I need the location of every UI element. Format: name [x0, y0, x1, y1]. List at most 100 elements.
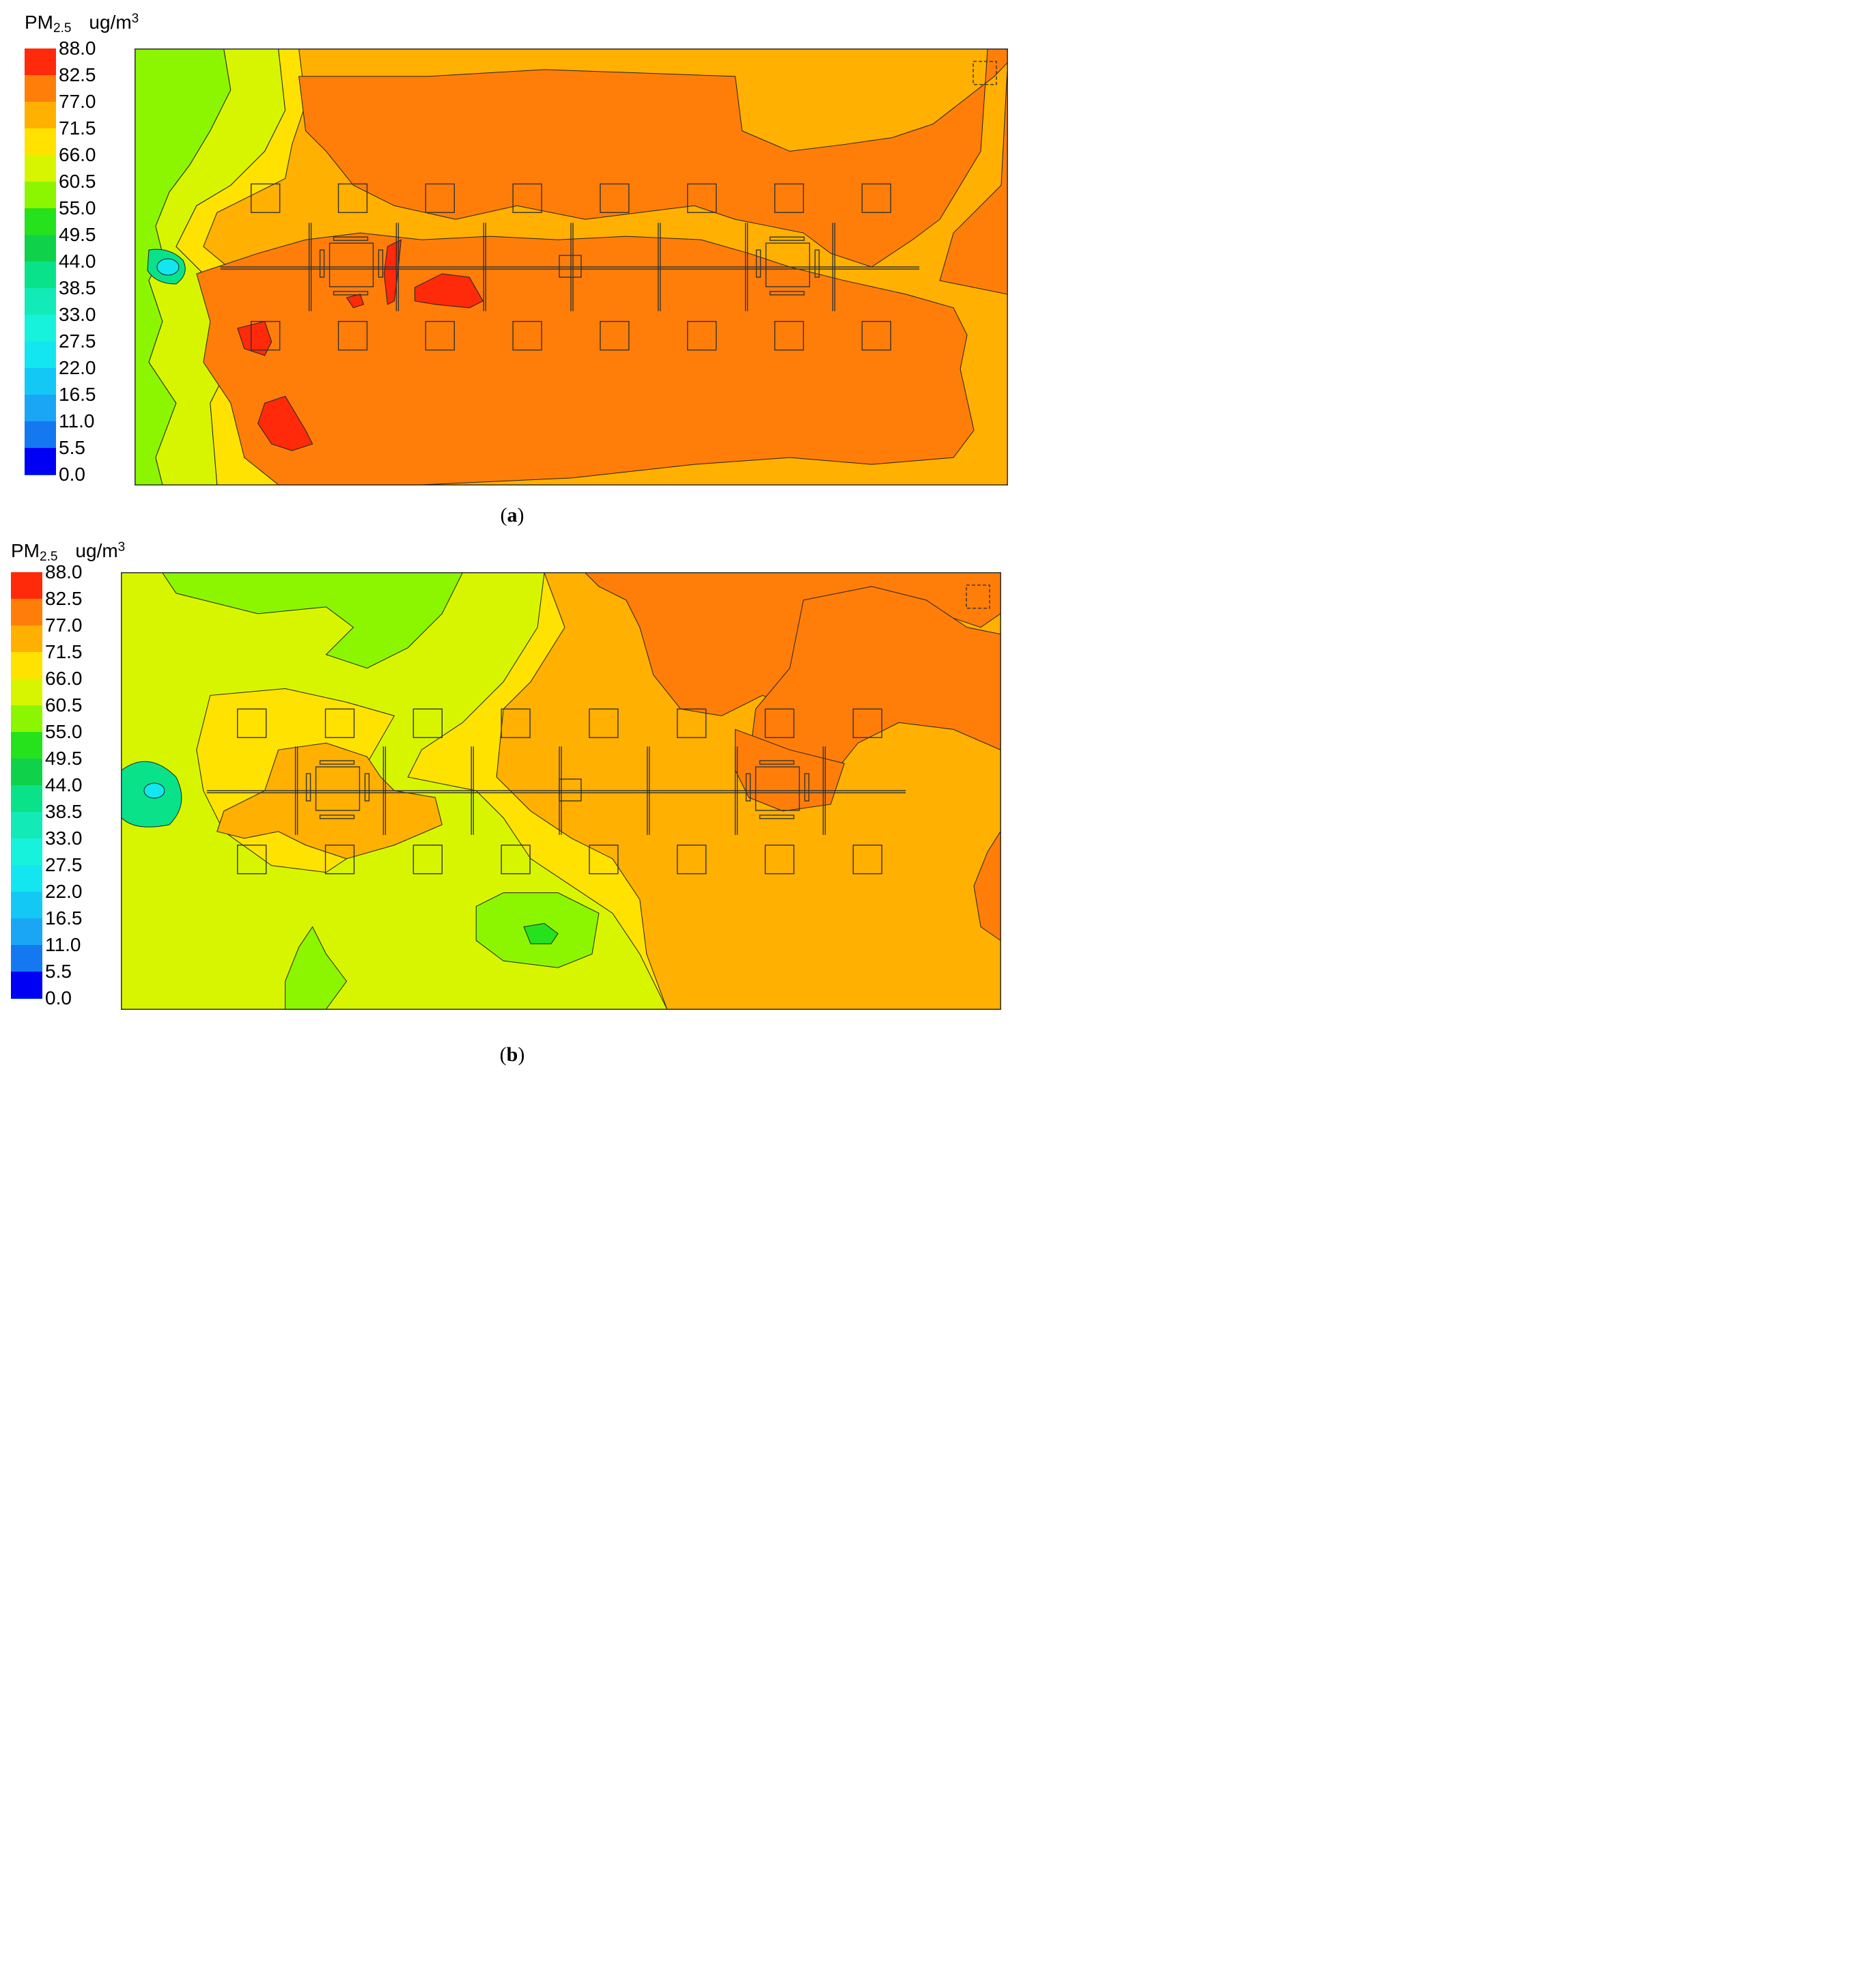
colorbar-tick-label: 66.0 [59, 144, 96, 165]
colorbar-swatch [25, 262, 56, 289]
colorbar-tick-label: 27.5 [59, 330, 96, 352]
vent-box [412, 845, 443, 875]
vent-box [687, 183, 717, 213]
colorbar-tick-label: 44.0 [59, 251, 96, 272]
vent-box [324, 708, 355, 738]
chart-panel-a: PM2.5 ug/m3 88.0 82.5 77.0 71.5 66.0 60.5 55.0 4… [0, 0, 1024, 539]
panel-caption: (b) [499, 1043, 525, 1066]
colorbar-swatch [11, 705, 42, 733]
colorbar-title: PM2.5 ug/m3 [25, 12, 139, 36]
vent-box [337, 321, 368, 351]
machine-part [319, 760, 355, 765]
vent-box [677, 845, 707, 875]
source-core [156, 258, 180, 276]
vent-box [251, 183, 281, 213]
colorbar-swatch [11, 945, 42, 972]
vent-box [501, 845, 531, 875]
machine-part [378, 249, 384, 278]
colorbar-swatch [11, 785, 42, 813]
colorbar-swatch [11, 652, 42, 679]
colorbar-swatch [25, 368, 56, 395]
region-level-88-spot-3 [383, 239, 402, 305]
machine-part [319, 815, 355, 819]
colorbar-swatch [25, 288, 56, 315]
region-level-88-spot-4 [414, 273, 484, 309]
colorbar-tick-label: 11.0 [45, 934, 81, 955]
region-level-60-5-top [162, 573, 463, 669]
source-core [143, 782, 165, 799]
machine-part [804, 773, 810, 802]
machine-part [364, 773, 370, 802]
machine-part [769, 291, 805, 296]
outlet-box [966, 584, 990, 609]
colorbar-tick-label: 60.5 [59, 171, 96, 192]
machine-box [328, 242, 374, 287]
vent-box [324, 845, 355, 875]
colorbar-swatch [25, 235, 56, 262]
colorbar-tick-label: 38.5 [45, 801, 83, 822]
region-level-82-5-right [748, 586, 1000, 798]
colorbar-swatch [11, 838, 42, 866]
vent-box [501, 708, 531, 738]
machine-part [769, 236, 805, 241]
colorbar-tick-label: 38.5 [59, 277, 96, 298]
vent-box [251, 321, 281, 351]
colorbar-swatch [25, 182, 56, 209]
colorbar-swatch [11, 865, 42, 892]
colorbar-swatch [11, 732, 42, 759]
colorbar-swatch [11, 599, 42, 626]
vent-box [764, 845, 795, 875]
colorbar-swatch [25, 128, 56, 156]
region-level-82-5-right [939, 69, 1007, 295]
colorbar-tick-label: 22.0 [45, 881, 83, 902]
region-level-60-5-bottom [285, 926, 348, 1009]
colorbar-tick-label: 82.5 [45, 588, 83, 609]
colorbar-tick-label: 5.5 [45, 961, 72, 982]
colorbar-tick-label: 88.0 [45, 561, 83, 582]
colorbar-tick-label: 16.5 [59, 384, 96, 405]
colorbar-tick-label: 82.5 [59, 64, 96, 85]
colorbar-swatch [25, 75, 56, 102]
vent-box [764, 708, 795, 738]
colorbar-tick-label: 55.0 [59, 197, 96, 218]
vent-box [425, 321, 455, 351]
vent-box [512, 321, 542, 351]
colorbar-tick-label: 33.0 [45, 828, 83, 849]
colorbar-tick-label: 27.5 [45, 854, 83, 875]
colorbar-tick-label: 33.0 [59, 304, 96, 325]
vent-box [589, 708, 619, 738]
machine-part [333, 291, 369, 296]
colorbar-swatch [11, 759, 42, 786]
colorbar-tick-label: 5.5 [59, 437, 85, 458]
machine-part [759, 815, 795, 819]
colorbar-swatch [11, 892, 42, 919]
colorbar-swatch [25, 395, 56, 422]
outlet-box [972, 61, 997, 85]
colorbar-swatch [25, 341, 56, 369]
region-level-55-lower-spot [523, 922, 559, 944]
colorbar-tick-label: 71.5 [45, 641, 83, 662]
colorbar-tick-label: 0.0 [59, 464, 85, 485]
contour-plot [122, 573, 1000, 1009]
region-level-82-5-top [298, 49, 1007, 268]
colorbar-title: PM2.5 ug/m3 [11, 540, 126, 564]
vent-box [589, 845, 619, 875]
colorbar [25, 48, 56, 475]
colorbar-tick-label: 77.0 [59, 91, 96, 112]
vent-box [774, 183, 804, 213]
center-box [559, 255, 582, 278]
machine-part [759, 760, 795, 765]
machine-part [333, 236, 369, 241]
vent-box [412, 708, 443, 738]
colorbar-swatch [11, 812, 42, 839]
colorbar-tick-label: 55.0 [45, 721, 83, 742]
obstacle-layout [206, 584, 990, 875]
machine-part [319, 249, 325, 278]
colorbar-swatch [25, 208, 56, 236]
colorbar-swatch [25, 315, 56, 342]
machine-box [765, 242, 811, 287]
vent-box [861, 183, 891, 213]
vent-box [237, 845, 267, 875]
panel-caption: (a) [500, 504, 524, 526]
colorbar-tick-label: 11.0 [59, 410, 95, 432]
